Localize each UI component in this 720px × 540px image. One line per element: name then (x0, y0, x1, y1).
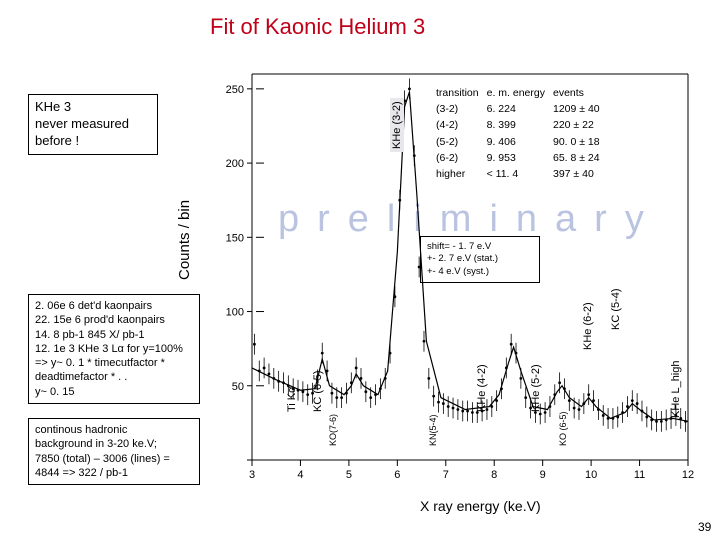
bg-line: 4844 => 322 / pb-1 (35, 466, 193, 480)
svg-text:7: 7 (443, 469, 449, 481)
background-box: continous hadronicbackground in 3-20 ke.… (28, 418, 200, 485)
svg-text:6: 6 (394, 469, 400, 481)
det-line: 2. 06e 6 det'd kaonpairs (35, 299, 193, 313)
det-line: deadtimefactor * . . (35, 370, 193, 384)
y-axis-label: Counts / bin (176, 200, 193, 280)
det-line: 12. 1e 3 KHe 3 Lα for y=100% (35, 342, 193, 356)
peak-label: KHe L_high (670, 361, 682, 419)
svg-text:250: 250 (226, 84, 244, 96)
peak-label: KHe (5-2) (530, 364, 542, 412)
note-line: never measured (35, 116, 151, 133)
peak-label: KC (5-4) (610, 288, 622, 330)
peak-label: KC (6-5) (312, 370, 324, 412)
note-line: KHe 3 (35, 99, 151, 116)
note-line: before ! (35, 133, 151, 150)
spectrum-chart: 3 4 5 6 7 8 9 10 11 12 50 100 150 200 250 (218, 60, 696, 484)
bg-line: continous hadronic (35, 423, 193, 437)
svg-text:150: 150 (226, 232, 244, 244)
svg-text:9: 9 (540, 469, 546, 481)
x-axis-label: X ray energy (ke.V) (420, 498, 541, 514)
svg-text:5: 5 (346, 469, 352, 481)
svg-text:4: 4 (297, 469, 303, 481)
det-line: y~ 0. 15 (35, 385, 193, 399)
peak-label: KO (6-5) (558, 411, 568, 446)
note-box: KHe 3never measuredbefore ! (28, 94, 158, 155)
detector-box: 2. 06e 6 det'd kaonpairs22. 15e 6 prod'd… (28, 294, 200, 404)
peak-label: KN(5-4) (428, 414, 438, 446)
svg-text:3: 3 (249, 469, 255, 481)
svg-text:200: 200 (226, 158, 244, 170)
svg-text:11: 11 (634, 469, 645, 481)
bg-line: background in 3-20 ke.V; (35, 437, 193, 451)
peak-label: Ti Kα (286, 386, 298, 412)
det-line: 22. 15e 6 prod'd kaonpairs (35, 313, 193, 327)
peak-label: KHe (6-2) (582, 302, 594, 350)
svg-text:10: 10 (585, 469, 597, 481)
svg-text:12: 12 (682, 469, 694, 481)
svg-text:100: 100 (226, 307, 244, 319)
page-title: Fit of Kaonic Helium 3 (210, 14, 425, 40)
svg-text:50: 50 (232, 381, 244, 393)
peak-label: KO(7-6) (328, 414, 338, 446)
peak-label: KHe (3-2) (390, 98, 404, 152)
page-number: 39 (698, 520, 711, 534)
svg-text:8: 8 (491, 469, 497, 481)
det-line: 14. 8 pb-1 845 X/ pb-1 (35, 328, 193, 342)
peak-label: KHe (4-2) (476, 364, 488, 412)
bg-line: 7850 (total) – 3006 (lines) = (35, 452, 193, 466)
det-line: => y~ 0. 1 * timecutfactor * (35, 356, 193, 370)
